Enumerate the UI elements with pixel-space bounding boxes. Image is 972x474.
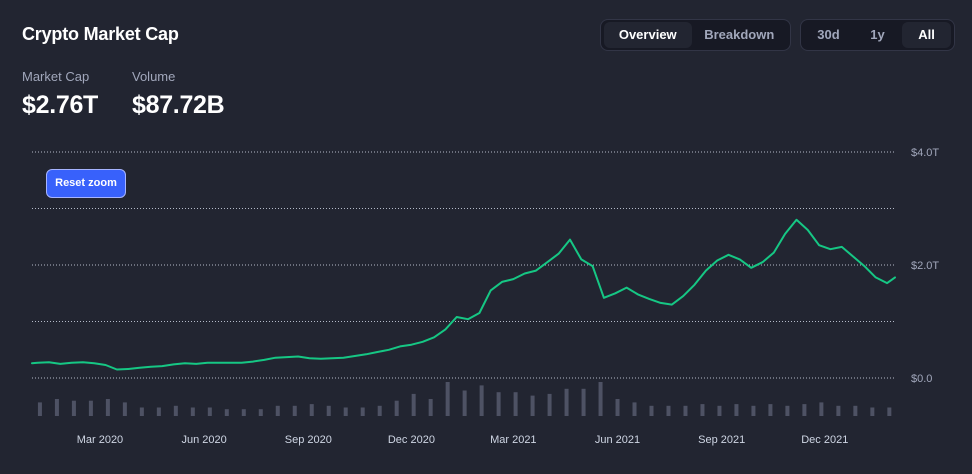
x-tick-label: Dec 2021 [801,434,848,446]
volume-bar [887,407,892,416]
volume-bar [122,402,127,416]
x-tick-label: Sep 2020 [285,434,332,446]
volume-bar [377,405,382,416]
view-toggle: Overview Breakdown [600,19,791,51]
volume-bar [309,404,314,416]
volume-bar [870,407,875,416]
volume-stat: Volume $87.72B [132,69,225,120]
volume-bar [632,402,637,416]
volume-bar [462,390,467,416]
volume-bar [853,405,858,416]
market-cap-value: $2.76T [22,91,99,119]
range-1y-button[interactable]: 1y [870,27,885,42]
volume-bar [326,405,331,416]
volume-bar [717,405,722,416]
volume-bar [598,382,603,416]
tab-overview[interactable]: Overview [604,22,692,48]
volume-bar [207,407,212,416]
volume-bar [496,392,501,416]
volume-bar [173,405,178,416]
volume-bar [394,400,399,416]
x-tick-label: Sep 2021 [698,434,745,446]
y-tick-label: $4.0T [911,147,939,159]
y-tick-label: $0.0 [911,373,932,385]
volume-bar [479,385,484,416]
volume-bar [666,405,671,416]
volume-bar [343,407,348,416]
volume-bar [581,388,586,416]
x-tick-label: Mar 2020 [77,434,123,446]
volume-bar [428,399,433,416]
volume-bar [241,409,246,416]
volume-bar [71,400,76,416]
volume-bar [836,405,841,416]
range-toggle: 30d 1y All [800,19,955,51]
x-tick-label: Jun 2020 [182,434,227,446]
range-30d-button[interactable]: 30d [817,27,840,42]
volume-bar [139,407,144,416]
x-tick-label: Jun 2021 [595,434,640,446]
reset-zoom-button[interactable]: Reset zoom [46,169,126,198]
page-title: Crypto Market Cap [22,24,179,44]
volume-bar [156,407,161,416]
volume-bar [700,404,705,416]
volume-bar [513,392,518,416]
volume-bar [445,382,450,416]
volume-bar [88,400,93,416]
volume-bar [785,405,790,416]
volume-bar [802,404,807,416]
x-tick-label: Dec 2020 [388,434,435,446]
volume-bar [768,404,773,416]
volume-bar [411,393,416,416]
market-cap-line [31,218,896,371]
volume-bar [292,405,297,416]
volume-bar [564,388,569,416]
volume-bar [683,405,688,416]
volume-bar [360,407,365,416]
range-all-button[interactable]: All [902,22,951,48]
volume-bar [258,409,263,416]
volume-bar [649,405,654,416]
market-cap-stat: Market Cap $2.76T [22,69,98,120]
volume-bar [190,407,195,416]
x-tick-label: Mar 2021 [490,434,536,446]
volume-bar [751,405,756,416]
y-tick-label: $2.0T [911,260,939,272]
volume-value: $87.72B [132,91,225,119]
volume-bar [224,409,229,416]
volume-bar [734,404,739,416]
tab-breakdown[interactable]: Breakdown [704,27,775,42]
volume-bar [819,402,824,416]
volume-bar [530,395,535,416]
volume-bar [54,399,59,416]
volume-bar [105,399,110,416]
volume-bar [37,402,42,416]
volume-bar [615,399,620,416]
volume-bar [275,405,280,416]
market-cap-label: Market Cap [22,69,90,84]
volume-bar [547,393,552,416]
volume-label: Volume [132,69,176,84]
